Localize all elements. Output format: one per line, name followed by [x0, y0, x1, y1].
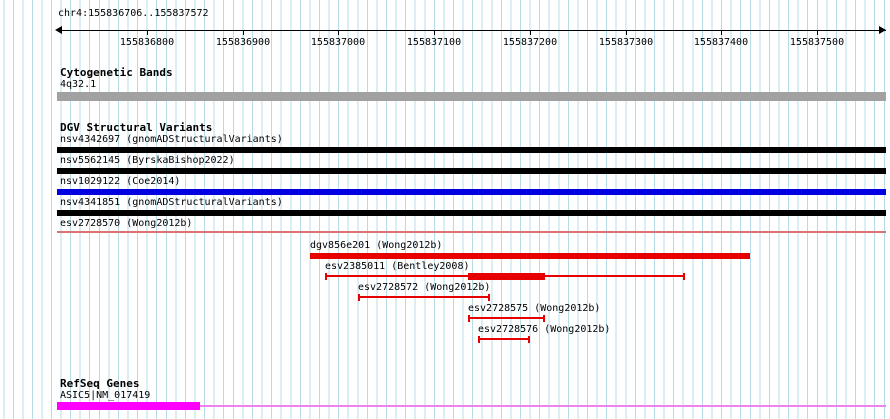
nsv1029122-label: nsv1029122 (Coe2014) [60, 176, 181, 187]
section-title-cytogenetic-bands: Cytogenetic Bands [60, 66, 173, 79]
esv2728575-glyph[interactable] [468, 315, 545, 322]
cytoband-bar [57, 92, 886, 101]
nsv5562145-glyph[interactable] [57, 168, 886, 174]
ruler-tick-label: 155837100 [406, 37, 462, 48]
ruler-left-arrow-icon [55, 26, 62, 34]
dgv856e201-glyph[interactable] [310, 253, 750, 259]
refseq-gene-line[interactable] [200, 405, 886, 407]
esv2385011-label: esv2385011 (Bentley2008) [325, 261, 470, 272]
esv2728572-label: esv2728572 (Wong2012b) [358, 282, 491, 293]
cytoband-label: 4q32.1 [60, 79, 97, 90]
ruler-tick [721, 30, 722, 35]
nsv4342697-glyph[interactable] [57, 147, 886, 153]
ruler-tick [338, 30, 339, 35]
ruler-tick-label: 155837200 [502, 37, 558, 48]
ruler-right-arrow-icon [879, 26, 886, 34]
esv2728570-label: esv2728570 (Wong2012b) [60, 218, 193, 229]
esv2728570-glyph[interactable] [57, 231, 886, 233]
refseq-gene-exon[interactable] [57, 402, 200, 410]
ruler-tick [530, 30, 531, 35]
ruler-tick [626, 30, 627, 35]
esv2728576-label: esv2728576 (Wong2012b) [478, 324, 611, 335]
esv2728572-glyph[interactable] [358, 294, 490, 301]
section-title-dgv-structural-variants: DGV Structural Variants [60, 121, 213, 134]
region-label: chr4:155836706..155837572 [58, 8, 209, 19]
ruler-axis-line [57, 30, 886, 31]
nsv4342697-label: nsv4342697 (gnomADStructuralVariants) [60, 134, 283, 145]
refseq-gene-label: ASIC5|NM_017419 [60, 390, 151, 401]
dgv856e201-label: dgv856e201 (Wong2012b) [310, 240, 443, 251]
ruler-tick-label: 155837000 [310, 37, 366, 48]
nsv1029122-glyph[interactable] [57, 189, 886, 195]
ruler-tick [817, 30, 818, 35]
nsv4341851-label: nsv4341851 (gnomADStructuralVariants) [60, 197, 283, 208]
esv2728575-label: esv2728575 (Wong2012b) [468, 303, 601, 314]
section-title-refseq-genes: RefSeq Genes [60, 377, 140, 390]
ruler-tick-label: 155837500 [789, 37, 845, 48]
ruler-tick-label: 155836800 [119, 37, 175, 48]
nsv5562145-label: nsv5562145 (ByrskaBishop2022) [60, 155, 235, 166]
ruler-tick-label: 155837400 [693, 37, 749, 48]
ruler-tick [243, 30, 244, 35]
ruler-tick-label: 155836900 [215, 37, 271, 48]
ruler-tick-label: 155837300 [598, 37, 654, 48]
ruler-tick [434, 30, 435, 35]
esv2385011-glyph[interactable] [325, 273, 685, 280]
esv2728576-glyph[interactable] [478, 336, 530, 343]
nsv4341851-glyph[interactable] [57, 210, 886, 216]
ruler-tick [147, 30, 148, 35]
